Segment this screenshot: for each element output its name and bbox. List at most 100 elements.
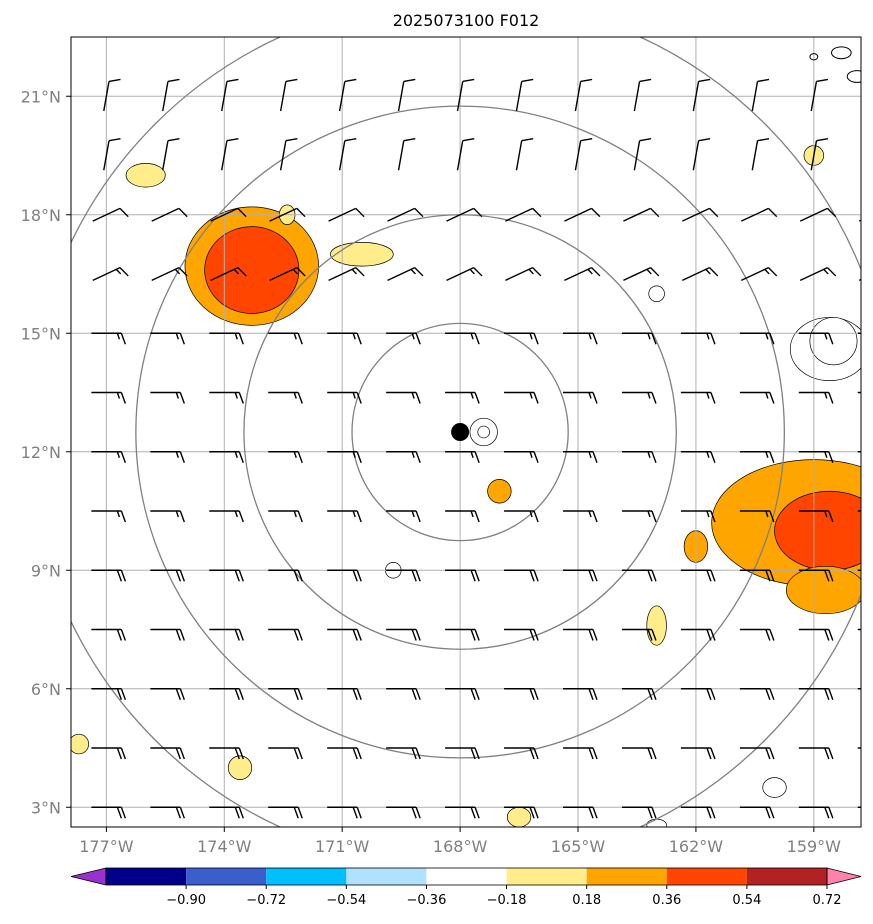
barb-flag-full xyxy=(529,688,535,700)
barb-flag-half xyxy=(529,510,533,518)
wind-barb xyxy=(338,78,357,112)
wind-barb xyxy=(798,747,834,760)
barb-flag-full xyxy=(120,451,127,463)
colorbar-segment xyxy=(506,868,587,885)
wind-barb xyxy=(564,267,601,281)
barb-flag-half xyxy=(411,451,415,458)
wind-barb xyxy=(209,391,244,404)
barb-flag-full xyxy=(120,392,127,404)
barb-flag-half xyxy=(823,268,829,275)
barb-flag-full xyxy=(592,629,598,641)
barb-flag-full xyxy=(415,451,421,463)
barb-shaft xyxy=(740,207,769,222)
wind-barb xyxy=(150,628,185,641)
barb-flag-full xyxy=(238,570,244,582)
wind-barb xyxy=(680,569,716,582)
barb-flag-half xyxy=(588,451,592,458)
barb-shaft xyxy=(397,81,405,112)
barb-flag-half xyxy=(233,268,240,275)
barb-flag-full xyxy=(226,78,239,83)
barb-flag-full xyxy=(175,570,181,582)
barb-flag-full xyxy=(119,207,129,218)
barb-flag-full xyxy=(592,570,598,582)
colorbar-label: −0.54 xyxy=(326,893,366,908)
wind-barb xyxy=(91,806,127,819)
barb-flag-full xyxy=(533,629,539,641)
barb-flag-full xyxy=(352,570,358,582)
barb-flag-full xyxy=(411,629,417,641)
wind-barb xyxy=(857,451,861,453)
barb-flag-full xyxy=(293,747,299,760)
wind-barb xyxy=(456,138,475,171)
y-tick-label: 15°N xyxy=(21,324,61,343)
barb-shaft xyxy=(515,81,523,112)
barb-shaft xyxy=(633,140,641,171)
barb-flag-full xyxy=(238,510,244,523)
wind-barb xyxy=(386,747,421,760)
colorbar-frame xyxy=(105,867,828,886)
range-ring xyxy=(71,37,861,827)
wind-barb xyxy=(504,569,539,582)
wind-barb xyxy=(621,806,657,819)
barb-flag-full xyxy=(356,807,362,819)
barb-flag-full xyxy=(297,570,303,582)
barb-flag-full xyxy=(651,392,657,404)
wind-barb xyxy=(563,569,598,582)
wind-barb xyxy=(798,391,834,404)
wind-barb xyxy=(515,138,534,171)
barb-shaft xyxy=(799,267,828,281)
barb-shaft xyxy=(220,81,228,112)
shading-layer xyxy=(71,145,861,827)
barb-flag-full xyxy=(591,207,601,218)
barb-shaft xyxy=(397,140,405,171)
wind-barb xyxy=(328,267,365,281)
barb-flag-full xyxy=(415,392,421,404)
barb-flag-half xyxy=(410,268,416,275)
wind-barb xyxy=(91,688,127,700)
wind-barb xyxy=(279,78,298,112)
barb-flag-half xyxy=(764,268,770,275)
barb-flag-full xyxy=(167,78,180,83)
barb-flag-full xyxy=(710,451,716,463)
barb-flag-half xyxy=(174,268,181,275)
wind-barb xyxy=(739,806,775,819)
wind-barb xyxy=(621,628,657,641)
barb-flag-full xyxy=(175,629,181,641)
barb-flag-full xyxy=(588,747,594,760)
colorbar-segment xyxy=(106,868,187,885)
barb-flag-full xyxy=(647,570,653,582)
barb-shaft xyxy=(456,81,464,112)
wind-barb xyxy=(327,332,362,345)
barb-flag-full xyxy=(355,267,365,277)
barb-flag-full xyxy=(828,807,834,819)
wind-barb xyxy=(798,628,834,641)
wind-barb xyxy=(445,510,480,523)
wind-barb xyxy=(857,747,861,749)
barb-flag-full xyxy=(580,78,593,83)
barb-flag-full xyxy=(415,807,421,819)
barb-flag-full xyxy=(588,629,594,641)
wind-barb xyxy=(739,510,775,523)
barb-flag-full xyxy=(120,629,127,641)
barb-flag-full xyxy=(521,138,534,142)
barb-flag-full xyxy=(234,747,240,760)
barb-flag-full xyxy=(533,807,539,819)
colorbar-extend-low xyxy=(70,867,107,886)
wind-barb xyxy=(150,747,185,760)
barb-flag-half xyxy=(234,510,238,518)
barb-flag-full xyxy=(474,807,480,819)
wind-barb xyxy=(269,207,306,222)
barb-flag-half xyxy=(588,392,592,399)
wind-barb xyxy=(386,628,421,641)
barb-flag-half xyxy=(116,510,121,518)
barb-shaft xyxy=(162,81,169,112)
barb-flag-full xyxy=(473,207,483,218)
barb-flag-half xyxy=(824,333,828,340)
barb-flag-full xyxy=(179,807,185,819)
barb-flag-half xyxy=(646,268,652,275)
barb-flag-full xyxy=(470,807,476,819)
wind-barb xyxy=(692,78,711,112)
wind-barb xyxy=(621,747,657,760)
shaded-area xyxy=(762,777,787,798)
